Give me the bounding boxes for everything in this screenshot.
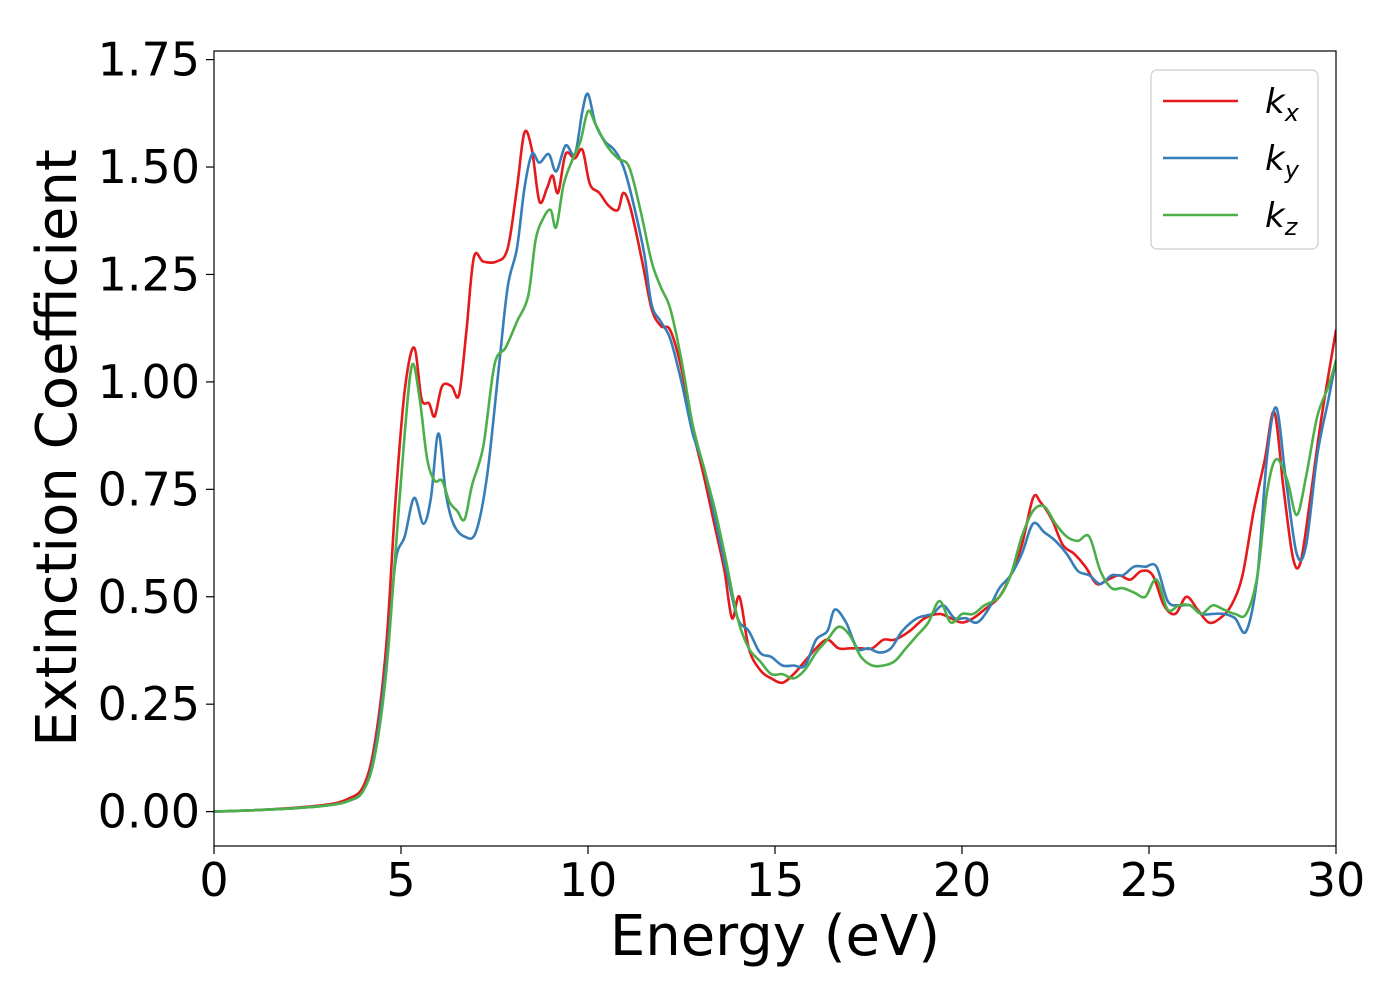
x-tick-label: 0 (199, 853, 228, 907)
y-tick-label: 0.75 (98, 462, 200, 516)
x-tick-label: 15 (746, 853, 805, 907)
series-line-k-y (214, 92, 1336, 813)
series-line-k-z (214, 109, 1336, 813)
y-tick-label: 1.50 (98, 140, 200, 194)
x-tick-label: 25 (1120, 853, 1179, 907)
y-tick-label: 1.25 (98, 247, 200, 301)
y-axis-title: Extinction Coefficient (25, 149, 90, 747)
y-tick-label: 1.00 (98, 355, 200, 409)
y-tick-label: 0.50 (98, 570, 200, 624)
y-axis-ticks: 0.00 0.25 0.50 0.75 1.00 1.25 1.50 1.75 (98, 33, 214, 839)
y-tick-label: 0.00 (98, 785, 200, 839)
legend-label-subscript: y (1284, 156, 1300, 184)
legend-label-subscript: x (1284, 99, 1300, 127)
y-tick-label: 0.25 (98, 677, 200, 731)
legend-label-subscript: z (1284, 213, 1299, 241)
x-tick-label: 10 (559, 853, 618, 907)
x-axis-title: Energy (eV) (610, 904, 940, 969)
x-axis-ticks: 0 5 10 15 20 25 30 (199, 846, 1365, 907)
legend-frame (1150, 69, 1319, 250)
x-tick-label: 5 (386, 853, 415, 907)
x-tick-label: 20 (933, 853, 992, 907)
series-line-k-x (214, 129, 1336, 813)
y-tick-label: 1.75 (98, 33, 200, 87)
x-tick-label: 30 (1307, 853, 1366, 907)
series-layer (214, 92, 1336, 813)
